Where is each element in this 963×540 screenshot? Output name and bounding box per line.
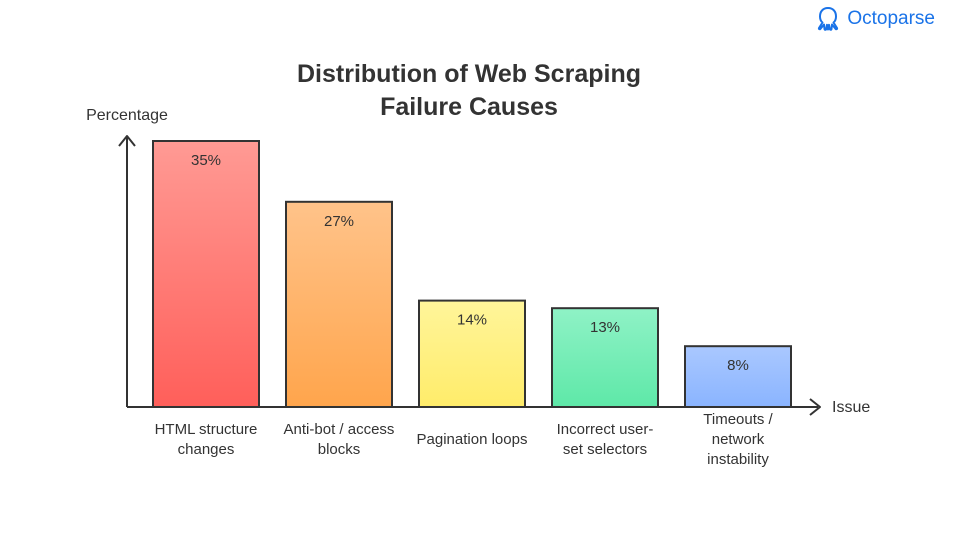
- chart-title-line-1: Distribution of Web Scraping: [297, 60, 641, 88]
- category-label-line: HTML structure: [155, 421, 258, 438]
- category-label-3: Pagination loops: [417, 431, 528, 448]
- value-label-4: 13%: [590, 319, 620, 336]
- octopus-icon: [818, 7, 839, 31]
- category-label-4: Incorrect user-set selectors: [557, 421, 654, 458]
- value-label-3: 14%: [457, 312, 487, 329]
- chart-title-line-2: Failure Causes: [380, 93, 558, 121]
- category-label-line: blocks: [318, 441, 361, 458]
- bar-1: [152, 140, 260, 408]
- category-label-line: Timeouts /: [703, 411, 773, 428]
- category-label-2: Anti-bot / access blocks: [284, 421, 395, 458]
- y-axis-label: Percentage: [86, 107, 168, 124]
- brand-name: Octoparse: [847, 8, 935, 29]
- x-axis-label: Issue: [832, 399, 870, 416]
- category-label-line: Anti-bot / access: [284, 421, 395, 438]
- bar-3: [418, 299, 526, 409]
- bar-2: [285, 200, 393, 408]
- category-label-line: instability: [707, 451, 769, 468]
- y-axis-arrow: [118, 135, 136, 147]
- category-label-line: network: [712, 431, 765, 448]
- value-label-1: 35%: [191, 152, 221, 169]
- brand-logo: Octoparse: [815, 6, 935, 32]
- category-label-5: Timeouts / network instability: [703, 411, 773, 468]
- x-axis-arrow: [809, 398, 821, 416]
- category-label-line: changes: [178, 441, 235, 458]
- value-label-2: 27%: [324, 213, 354, 230]
- category-label-1: HTML structure changes: [155, 421, 258, 458]
- category-label-line: set selectors: [563, 441, 647, 458]
- value-label-5: 8%: [727, 357, 749, 374]
- category-label-line: Pagination loops: [417, 431, 528, 448]
- chart-title: Distribution of Web Scraping Failure Cau…: [0, 58, 938, 124]
- bar-4: [551, 307, 659, 409]
- category-label-line: Incorrect user-: [557, 421, 654, 438]
- bar-5: [684, 345, 792, 409]
